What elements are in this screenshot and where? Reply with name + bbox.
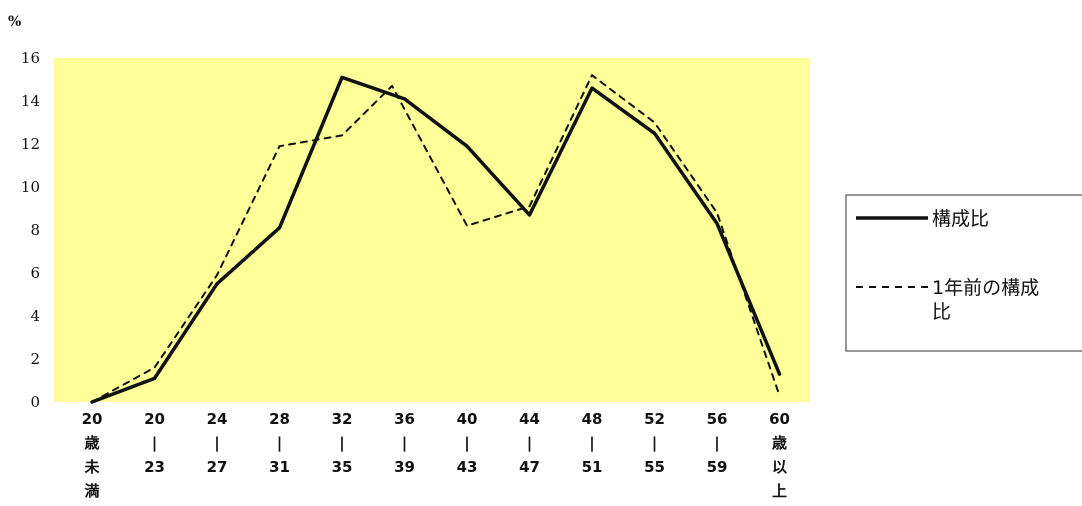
legend-box — [845, 194, 1082, 352]
x-tick-label: 20 歳未満 — [82, 410, 103, 500]
x-tick-label-line: 51 — [582, 458, 603, 476]
y-axis-unit: % — [8, 14, 21, 30]
x-tick-label: 48 | 51 — [582, 410, 603, 476]
x-tick-label-line: 35 — [332, 458, 353, 476]
x-tick-label: 36 | 39 — [394, 410, 415, 476]
x-tick-label: 44 | 47 — [519, 410, 540, 476]
x-tick-label-line: 23 — [144, 458, 165, 476]
x-tick-label-line: 28 — [269, 410, 290, 428]
y-tick-label: 8 — [30, 221, 40, 239]
x-tick-label-line: 上 — [772, 482, 787, 500]
y-axis: 0 2 4 6 8 10 12 14 16 — [21, 49, 40, 411]
x-tick-label-line: 48 — [582, 410, 603, 428]
y-tick-label: 4 — [30, 307, 40, 325]
y-tick-label: 14 — [21, 92, 40, 110]
x-tick-label-line: 32 — [332, 410, 353, 428]
x-tick-label-line: 56 — [707, 410, 728, 428]
x-tick-label-line: 27 — [207, 458, 228, 476]
x-tick-label-line: 36 — [394, 410, 415, 428]
y-tick-label: 16 — [21, 49, 40, 67]
x-tick-label-line: 歳 — [772, 434, 787, 452]
y-tick-label: 10 — [21, 178, 40, 196]
series-line-previous-year — [91, 74, 781, 403]
x-tick-label: 32 | 35 — [332, 410, 353, 476]
x-tick-label-line: 未 — [83, 458, 100, 476]
x-tick-label-line: 以 — [772, 458, 787, 476]
x-tick-label-line: 60 — [769, 410, 790, 428]
y-tick-label: 0 — [30, 393, 40, 411]
y-tick-label: 12 — [21, 135, 40, 153]
x-tick-label: 40 | 43 — [457, 410, 478, 476]
x-tick-label-line: 20 — [144, 410, 165, 428]
x-tick-label: 28 | 31 — [269, 410, 290, 476]
x-tick-label-line: 20 — [82, 410, 103, 428]
x-tick-label-line: | — [464, 434, 469, 453]
x-tick-label-line: 55 — [644, 458, 665, 476]
x-tick-label-line: | — [152, 434, 157, 453]
x-tick-label-line: 39 — [394, 458, 415, 476]
y-tick-label: 6 — [30, 264, 40, 282]
x-tick-label-line: 歳 — [84, 434, 99, 452]
plot-area — [54, 58, 810, 402]
x-tick-label-line: | — [402, 434, 407, 453]
x-tick-label-line: 満 — [84, 482, 99, 500]
x-tick-label-line: | — [652, 434, 657, 453]
x-tick-label: 60 歳以上 — [769, 410, 790, 500]
x-tick-label-line: 31 — [269, 458, 290, 476]
x-tick-label-line: 24 — [207, 410, 228, 428]
x-tick-label: 56 | 59 — [707, 410, 728, 476]
x-tick-label-line: 43 — [457, 458, 478, 476]
x-tick-label-line: | — [277, 434, 282, 453]
x-tick-label-line: 52 — [644, 410, 665, 428]
x-tick-label-line: 59 — [707, 458, 728, 476]
x-tick-label: 24 | 27 — [207, 410, 228, 476]
legend: 構成比 1年前の構成比 — [845, 194, 1082, 352]
x-tick-label-line: | — [527, 434, 532, 453]
x-tick-label-line: | — [589, 434, 594, 453]
legend-label-series-2: 1年前の構成比 — [932, 277, 1039, 323]
x-tick-label-line: | — [214, 434, 219, 453]
series-line-ratio — [90, 75, 782, 404]
y-tick-label: 2 — [30, 350, 40, 368]
x-tick-label: 52 | 55 — [644, 410, 665, 476]
x-tick-label: 20 | 23 — [144, 410, 165, 476]
x-axis: 20歳未満20|2324|2728|3132|3536|3940|4344|47… — [82, 410, 790, 500]
x-tick-label-line: 40 — [457, 410, 478, 428]
series-lines — [90, 74, 782, 404]
x-tick-label-line: 44 — [519, 410, 540, 428]
x-tick-label-line: | — [714, 434, 719, 453]
x-tick-label-line: 47 — [519, 458, 540, 476]
x-tick-label-line: | — [339, 434, 344, 453]
legend-label-series-1: 構成比 — [932, 208, 989, 230]
